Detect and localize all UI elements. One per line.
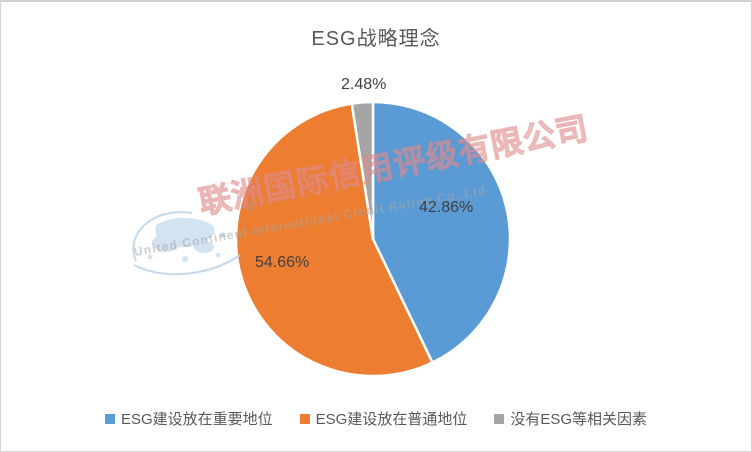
datalabel-ordinary-position: 54.66%: [255, 254, 310, 271]
legend-label: ESG建设放在重要地位: [120, 411, 273, 428]
legend-label: 没有ESG等相关因素: [510, 411, 648, 428]
chart-legend: ESG建设放在重要地位 ESG建设放在普通地位 没有ESG等相关因素: [1, 408, 751, 429]
pie-slice-2: [350, 100, 375, 241]
legend-item-important-position: ESG建设放在重要地位: [104, 408, 273, 429]
legend-swatch-blue-icon: [104, 413, 115, 424]
globe-logo-icon: [132, 211, 241, 276]
datalabel-important-position: 42.86%: [419, 199, 474, 216]
legend-swatch-orange-icon: [299, 413, 310, 424]
pie-slice-1: [234, 102, 434, 378]
legend-swatch-gray-icon: [494, 413, 505, 424]
pie-chart: [227, 93, 519, 385]
chart-title: ESG战略理念: [311, 28, 441, 50]
legend-label: ESG建设放在普通地位: [315, 411, 468, 428]
legend-item-ordinary-position: ESG建设放在普通地位: [299, 408, 468, 429]
pie-slice-0: [371, 100, 512, 364]
datalabel-no-esg-factor: 2.48%: [341, 76, 387, 93]
legend-item-no-esg-factor: 没有ESG等相关因素: [494, 408, 647, 429]
